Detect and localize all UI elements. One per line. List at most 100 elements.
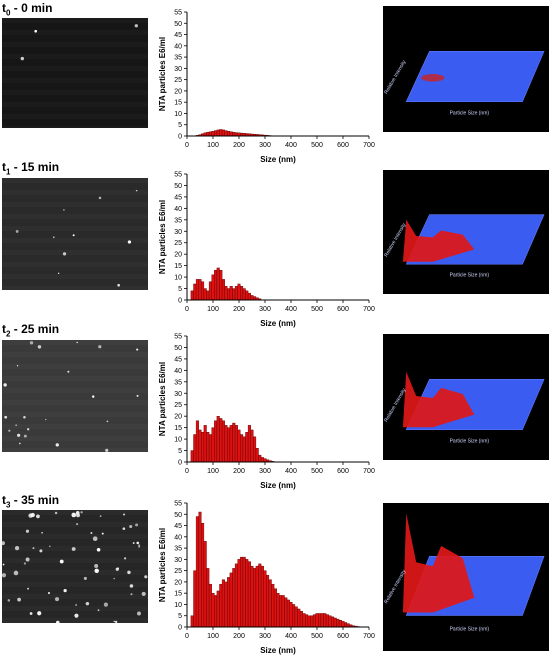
histogram-bar: [251, 430, 254, 462]
histogram-bar: [238, 284, 241, 300]
particle-dot: [105, 449, 108, 452]
x-tick-label: 100: [207, 468, 219, 475]
histogram-bar: [264, 571, 267, 627]
y-axis-label: NTA particles E6/ml: [158, 37, 167, 111]
x-tick-label: 600: [337, 468, 349, 475]
y-tick-label: 50: [174, 183, 182, 190]
particle-dot: [17, 365, 18, 366]
histogram-bar: [214, 270, 217, 300]
y-tick-label: 45: [174, 523, 182, 530]
histogram-bar: [214, 131, 217, 136]
histogram-bar: [240, 286, 243, 300]
histogram-bar: [329, 616, 332, 627]
histogram-bar: [248, 562, 251, 627]
histogram-bar: [313, 615, 316, 627]
particle-dot: [137, 395, 139, 397]
surface-y-label: Relative Intensity: [383, 59, 407, 95]
histogram-bar: [251, 566, 254, 627]
histogram-bar: [269, 580, 272, 627]
histogram-bar: [259, 564, 262, 627]
particle-dot: [34, 30, 37, 33]
particle-dot: [26, 558, 30, 562]
histogram-bar: [256, 448, 259, 462]
histogram-bar: [337, 619, 340, 627]
particle-dot: [55, 512, 57, 514]
y-tick-label: 45: [174, 356, 182, 363]
x-tick-label: 200: [233, 633, 245, 640]
particle-dot: [49, 545, 51, 547]
particle-dot: [30, 612, 33, 615]
histogram-bar: [220, 270, 223, 300]
histogram-bar: [227, 131, 230, 136]
histogram-bar: [227, 289, 230, 300]
y-tick-label: 40: [174, 206, 182, 213]
histogram-bar: [243, 289, 246, 300]
surface-svg: Particle Size (nm)Relative Intensity: [383, 503, 549, 651]
micrograph-t0: [2, 18, 148, 128]
y-tick-label: 0: [178, 460, 182, 467]
particle-dot: [23, 416, 26, 419]
particle-dot: [17, 434, 20, 437]
histogram-bar: [261, 457, 264, 462]
particle-dot: [142, 592, 146, 596]
histogram-bar: [305, 615, 308, 627]
surface-x-label: Particle Size (nm): [450, 438, 490, 444]
surface-svg: Particle Size (nm)Relative Intensity: [383, 334, 549, 460]
histogram-bar: [227, 577, 230, 627]
particle-dot: [3, 383, 6, 386]
histogram-bar: [246, 432, 249, 462]
histogram-bar: [227, 428, 230, 462]
particle-dot: [90, 532, 92, 534]
histogram-bar: [238, 430, 241, 462]
particle-dot: [75, 604, 77, 606]
particle-dot: [72, 547, 76, 551]
particle-dot: [32, 547, 34, 549]
histogram-bar: [217, 268, 220, 300]
particle-dot: [26, 530, 29, 533]
particle-dot: [98, 609, 100, 611]
y-tick-label: 55: [174, 334, 182, 341]
x-tick-label: 0: [185, 468, 189, 475]
y-tick-label: 25: [174, 77, 182, 84]
x-tick-label: 200: [233, 142, 245, 149]
panel-label-t0: t0 - 0 min: [2, 1, 52, 17]
x-tick-label: 500: [311, 468, 323, 475]
histogram-bar: [240, 435, 243, 462]
particle-dot: [76, 511, 80, 515]
particle-dot: [14, 571, 19, 576]
particle-dot: [37, 611, 41, 615]
x-tick-label: 100: [207, 142, 219, 149]
histogram-bar: [253, 437, 256, 462]
histogram-bar: [217, 591, 220, 627]
particle-dot: [97, 548, 101, 552]
particle-dot: [136, 190, 138, 192]
histogram-bar: [292, 604, 295, 627]
x-tick-label: 300: [259, 306, 271, 313]
y-tick-label: 20: [174, 579, 182, 586]
histogram-bar: [316, 613, 319, 627]
histogram-bar: [191, 451, 194, 462]
x-tick-label: 600: [337, 633, 349, 640]
histogram-bar: [220, 418, 223, 462]
micrograph-svg: [2, 510, 148, 623]
panel-label-t2: t2 - 25 min: [2, 322, 59, 338]
particle-dot: [130, 593, 132, 595]
surface-peak: [403, 513, 474, 612]
histogram-bar: [217, 416, 220, 462]
histogram-bar: [212, 428, 215, 462]
y-tick-label: 35: [174, 546, 182, 553]
surface-plot-t2: Particle Size (nm)Relative Intensity: [383, 334, 549, 460]
particle-dot: [100, 515, 102, 517]
histogram-bar: [347, 624, 350, 627]
histogram-bar: [194, 284, 197, 300]
histogram-bar: [207, 132, 210, 136]
particle-dot: [144, 575, 147, 578]
y-tick-label: 10: [174, 437, 182, 444]
y-tick-label: 5: [178, 122, 182, 129]
particle-dot: [104, 603, 108, 607]
histogram-bar: [199, 279, 202, 300]
particle-dot: [92, 395, 94, 397]
histogram-bar: [238, 559, 241, 627]
y-tick-label: 20: [174, 88, 182, 95]
